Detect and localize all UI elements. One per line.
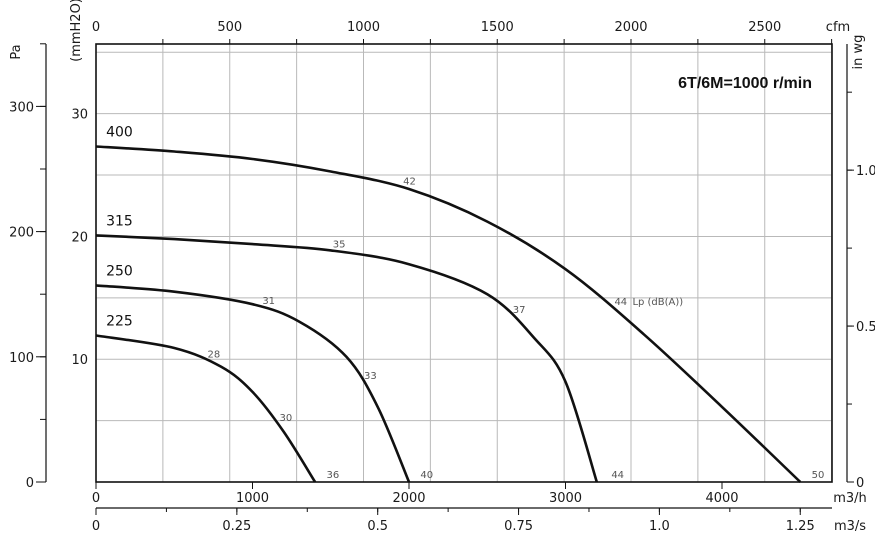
curve-400 — [95, 145, 802, 483]
x-m3s-tick-label: 0.75 — [504, 519, 533, 534]
plot-frame — [95, 43, 833, 483]
noise-level-label: 35 — [333, 239, 346, 250]
x-m3h-tick-label: 0 — [92, 491, 100, 506]
y-mm-tick-label: 20 — [71, 230, 88, 245]
y-mm-tick-label: 10 — [71, 353, 88, 368]
y-inwg-tick-label: 0 — [856, 476, 864, 491]
curve-label-400: 400 — [106, 124, 133, 140]
y-inwg-unit: in wg — [851, 35, 866, 70]
noise-level-label: 50 — [812, 470, 825, 481]
noise-level-label: 44 — [611, 470, 624, 481]
curve-315 — [95, 234, 599, 483]
x-cfm-tick-label: 2500 — [748, 20, 781, 35]
curve-label-250: 250 — [106, 263, 133, 279]
grid — [96, 44, 833, 482]
noise-level-label: 42 — [403, 176, 416, 187]
noise-level-label: 30 — [280, 413, 293, 424]
x-cfm-tick-label: 1000 — [347, 20, 380, 35]
noise-level-label: 33 — [364, 371, 377, 382]
x-cfm-unit: cfm — [826, 20, 850, 35]
noise-level-label: 28 — [208, 350, 221, 361]
curve-225 — [95, 334, 317, 483]
x-m3s-tick-label: 1.25 — [786, 519, 815, 534]
y-pa-tick-label: 100 — [9, 351, 34, 366]
noise-level-label: 44 — [614, 297, 627, 308]
y-pa-tick-label: 0 — [26, 476, 34, 491]
noise-level-label: 37 — [513, 305, 526, 316]
y-mm-unit: (mmH2O) — [69, 0, 84, 62]
noise-level-label: 36 — [326, 470, 339, 481]
y-inwg-tick-label: 1.0 — [856, 164, 875, 179]
x-m3h-tick-label: 3000 — [549, 491, 582, 506]
y-pa-unit: Pa — [9, 44, 24, 59]
x-m3s-tick-label: 0 — [92, 519, 100, 534]
curve-label-225: 225 — [106, 314, 133, 330]
x-cfm-tick-label: 0 — [92, 20, 100, 35]
x-m3h-tick-label: 4000 — [705, 491, 738, 506]
curves: 400 42 44 50 315 35 37 44 250 31 33 40 225 28 30 36 Lp (… — [95, 124, 825, 483]
noise-level-label: 40 — [420, 470, 433, 481]
x-m3s-tick-label: 1.0 — [649, 519, 670, 534]
axes: 0 1000 2000 3000 4000 m3/h0 0.25 0.5 0.75 1.0 1.25… — [9, 0, 875, 534]
x-m3h-tick-label: 1000 — [236, 491, 269, 506]
x-m3s-tick-label: 0.5 — [367, 519, 388, 534]
noise-unit-label: Lp (dB(A)) — [632, 297, 683, 308]
x-m3h-tick-label: 2000 — [392, 491, 425, 506]
x-m3h-unit: m3/h — [833, 491, 867, 506]
y-inwg-tick-label: 0.5 — [856, 320, 875, 335]
curve-label-315: 315 — [106, 213, 133, 229]
noise-level-label: 31 — [262, 296, 275, 307]
speed-annotation: 6T/6M=1000 r/min — [678, 75, 812, 92]
y-pa-tick-label: 200 — [9, 226, 34, 241]
x-cfm-tick-label: 2000 — [614, 20, 647, 35]
x-m3s-tick-label: 0.25 — [222, 519, 251, 534]
x-m3s-unit: m3/s — [834, 519, 866, 534]
x-cfm-tick-label: 1500 — [481, 20, 514, 35]
y-mm-tick-label: 30 — [71, 108, 88, 123]
curve-250 — [95, 284, 411, 483]
y-pa-tick-label: 300 — [9, 100, 34, 115]
x-cfm-tick-label: 500 — [217, 20, 242, 35]
